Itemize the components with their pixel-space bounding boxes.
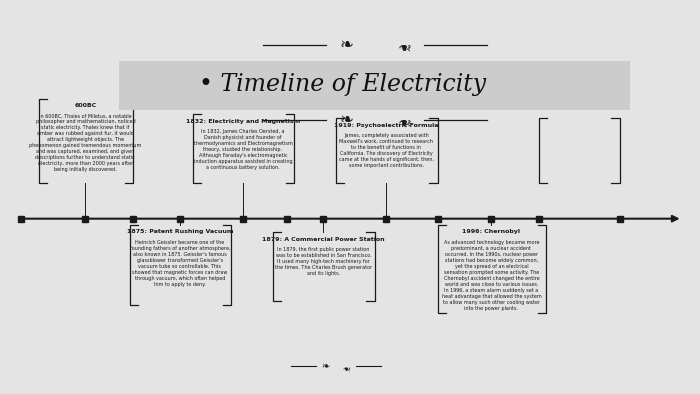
Text: 1879: A Commercial Power Station: 1879: A Commercial Power Station — [262, 237, 385, 242]
Text: ❧: ❧ — [342, 361, 351, 372]
Text: In 1879, the first public power station
was to be established in San Francisco.
: In 1879, the first public power station … — [275, 247, 372, 277]
Text: ❧: ❧ — [340, 36, 354, 54]
Text: James, completely associated with
Maxwell's work, continued to research
to the b: James, completely associated with Maxwel… — [339, 133, 434, 168]
Text: ❧: ❧ — [395, 36, 409, 54]
Text: 1875: Patent Rushing Vacuum: 1875: Patent Rushing Vacuum — [127, 229, 233, 234]
Text: 600BC: 600BC — [74, 103, 97, 108]
Text: • Timeline of Electricity: • Timeline of Electricity — [199, 73, 486, 96]
FancyBboxPatch shape — [119, 61, 630, 110]
Text: ❧: ❧ — [395, 111, 409, 129]
Text: 1996: Chernobyl: 1996: Chernobyl — [463, 229, 520, 234]
Text: 1832: Electricity and Magnetism: 1832: Electricity and Magnetism — [186, 119, 300, 124]
Text: 1919: Psychoelectric Formula: 1919: Psychoelectric Formula — [334, 123, 439, 128]
Text: In 1832, James Charles Oersted, a
Danish physicist and founder of
thermodynamics: In 1832, James Charles Oersted, a Danish… — [193, 129, 293, 170]
Text: As advanced technology became more
predominant, a nuclear accident
occurred. In : As advanced technology became more predo… — [442, 240, 541, 310]
Text: ❧: ❧ — [340, 111, 354, 129]
Text: Heinrich Geissler became one of the
founding fathers of another atmosphere,
also: Heinrich Geissler became one of the foun… — [130, 240, 230, 286]
Text: In 600BC, Thales of Miletus, a notable
philosopher and mathematician, noticed
st: In 600BC, Thales of Miletus, a notable p… — [29, 113, 141, 173]
Text: ❧: ❧ — [321, 361, 330, 372]
